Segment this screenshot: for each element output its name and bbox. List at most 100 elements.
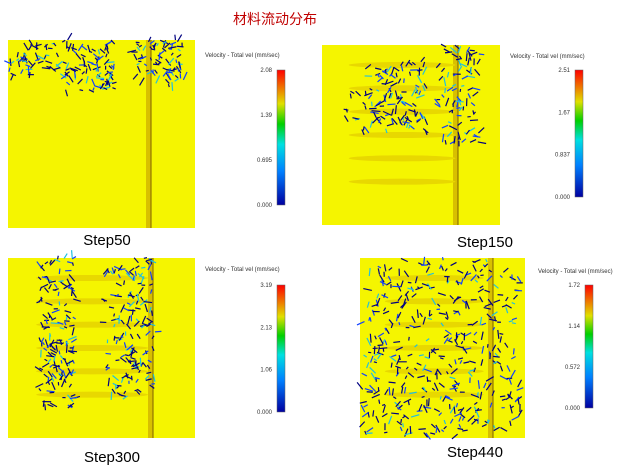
velocity-vector	[142, 45, 147, 51]
velocity-vector	[41, 326, 50, 328]
velocity-vector	[150, 69, 156, 76]
velocity-vector	[484, 303, 492, 308]
velocity-vector	[400, 114, 406, 121]
velocity-vector	[396, 406, 402, 411]
velocity-vector	[364, 126, 370, 134]
velocity-vector	[364, 105, 367, 110]
velocity-vector	[385, 113, 389, 117]
velocity-vector	[131, 366, 139, 370]
velocity-vector	[389, 73, 393, 77]
velocity-vector	[71, 256, 77, 260]
velocity-vector	[149, 46, 153, 50]
velocity-vector	[88, 89, 95, 93]
velocity-vector	[51, 376, 55, 382]
velocity-vector	[486, 313, 493, 319]
velocity-vector	[39, 286, 43, 291]
velocity-vector	[372, 116, 379, 124]
velocity-vector	[360, 404, 366, 413]
velocity-vector	[138, 286, 144, 294]
velocity-vector	[105, 352, 112, 355]
velocity-vector	[458, 416, 462, 422]
velocity-vector	[400, 386, 404, 394]
velocity-vector	[120, 304, 126, 313]
velocity-vector	[129, 267, 135, 272]
velocity-vector	[18, 59, 23, 62]
velocity-vector	[375, 415, 380, 423]
velocity-vector	[364, 90, 367, 96]
velocity-vector	[28, 45, 32, 51]
velocity-vector	[382, 404, 386, 413]
velocity-vector	[499, 274, 503, 279]
velocity-vector	[388, 387, 391, 396]
velocity-vector	[472, 87, 481, 91]
velocity-vector	[422, 128, 429, 134]
velocity-vector	[422, 386, 426, 392]
velocity-vector	[426, 283, 432, 290]
velocity-vector	[485, 258, 488, 263]
velocity-vector	[413, 325, 421, 329]
velocity-vector	[443, 419, 447, 425]
velocity-vector	[175, 59, 178, 64]
velocity-vector	[117, 264, 123, 272]
legend-title: Velocity - Total vel (mm/sec)	[538, 269, 613, 275]
velocity-vector	[134, 270, 137, 277]
velocity-vector	[393, 341, 401, 344]
velocity-vector	[485, 382, 492, 391]
velocity-vector	[133, 257, 139, 264]
velocity-vector	[378, 346, 380, 353]
velocity-vector	[449, 46, 458, 54]
velocity-vector	[461, 299, 467, 304]
velocity-vector	[73, 298, 81, 302]
velocity-vector	[64, 321, 67, 326]
velocity-vector	[477, 141, 487, 145]
velocity-vector	[491, 344, 497, 352]
velocity-vector	[445, 395, 450, 399]
velocity-vector	[149, 384, 155, 389]
velocity-vector	[481, 322, 487, 326]
velocity-vector	[105, 48, 110, 54]
velocity-vector	[174, 74, 179, 79]
velocity-vector	[485, 376, 495, 382]
velocity-vector	[481, 345, 485, 354]
velocity-vector	[422, 66, 428, 75]
velocity-vector	[95, 72, 102, 78]
velocity-vector	[364, 63, 372, 70]
velocity-vector	[511, 355, 516, 360]
velocity-vector	[457, 121, 463, 126]
velocity-vector	[425, 432, 431, 440]
velocity-vector	[405, 123, 409, 129]
flow-ribbon	[384, 321, 484, 328]
velocity-vector	[178, 61, 181, 69]
velocity-vector	[138, 369, 141, 374]
velocity-vector	[506, 365, 511, 372]
velocity-vector	[71, 290, 77, 299]
velocity-vector	[44, 261, 49, 265]
flow-ribbon	[384, 391, 484, 398]
velocity-vector	[402, 121, 410, 124]
velocity-vector	[517, 399, 520, 405]
velocity-vector	[48, 283, 52, 290]
velocity-vector	[28, 39, 33, 46]
velocity-vector	[376, 351, 384, 356]
velocity-vector	[384, 389, 389, 396]
velocity-vector	[403, 414, 410, 420]
velocity-vector	[465, 53, 468, 62]
velocity-vector	[156, 42, 159, 47]
velocity-vector	[481, 423, 487, 428]
velocity-vector	[383, 264, 387, 272]
velocity-vector	[478, 296, 484, 303]
velocity-vector	[416, 309, 419, 319]
velocity-vector	[397, 295, 403, 302]
velocity-vector	[397, 78, 402, 84]
velocity-vector	[454, 339, 459, 346]
velocity-vector	[149, 40, 155, 45]
velocity-vector	[451, 87, 458, 92]
colorbar-tick-label: 1.39	[260, 113, 272, 119]
velocity-vector	[422, 85, 426, 92]
velocity-vector	[67, 283, 73, 289]
velocity-vector	[455, 58, 462, 61]
velocity-vector	[375, 103, 380, 107]
velocity-vector	[66, 278, 71, 286]
velocity-vector	[457, 296, 462, 299]
velocity-vector	[510, 405, 515, 409]
